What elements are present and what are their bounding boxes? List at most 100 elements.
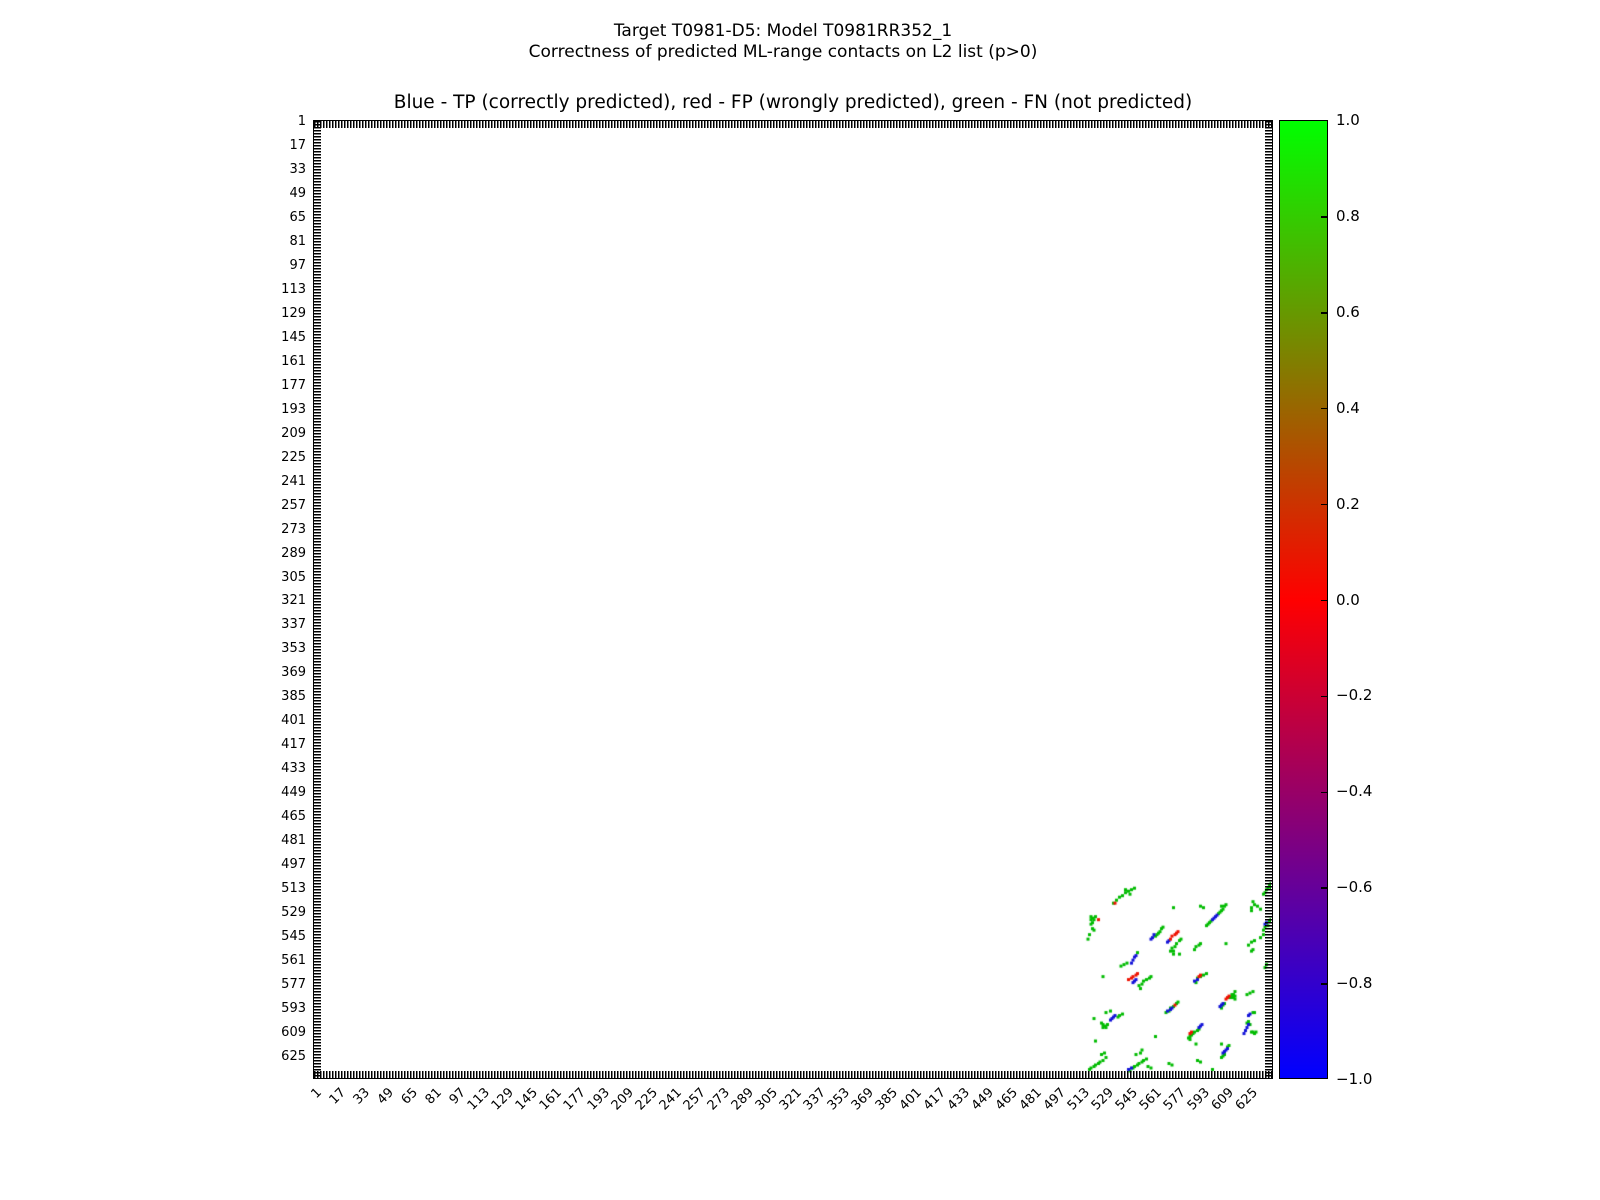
- y-tick-label: 337: [281, 617, 306, 633]
- y-tick-label: 321: [281, 593, 306, 609]
- x-tick-label: 257: [680, 1085, 709, 1114]
- x-tick-label: 49: [374, 1085, 397, 1108]
- colorbar-gradient: [1279, 120, 1328, 1079]
- x-tick-label: 161: [536, 1085, 565, 1114]
- colorbar-tick-mark: [1321, 216, 1327, 218]
- x-tick-label: 129: [488, 1085, 517, 1114]
- y-tick-label: 385: [281, 689, 306, 705]
- y-tick-label: 529: [281, 905, 306, 921]
- x-tick-label: 449: [968, 1085, 997, 1114]
- x-tick-label: 209: [608, 1085, 637, 1114]
- x-tick-label: 513: [1064, 1085, 1093, 1114]
- y-tick-label: 289: [281, 545, 306, 561]
- y-tick-label: 129: [281, 305, 306, 321]
- y-tick-label: 209: [281, 425, 306, 441]
- colorbar-tick-mark: [1321, 887, 1327, 889]
- plot-area: [313, 120, 1273, 1079]
- y-tick-label: 65: [289, 209, 306, 225]
- x-tick-label: 545: [1112, 1085, 1141, 1114]
- x-tick-label: 321: [776, 1085, 805, 1114]
- figure-title: Target T0981-D5: Model T0981RR352_1 Corr…: [529, 21, 1038, 63]
- x-tick-label: 481: [1016, 1085, 1045, 1114]
- y-tick-label: 193: [281, 401, 306, 417]
- x-tick-label: 273: [704, 1085, 733, 1114]
- x-tick-label: 65: [398, 1085, 421, 1108]
- y-tick-label: 369: [281, 665, 306, 681]
- y-tick-label: 33: [289, 161, 306, 177]
- x-tick-label: 193: [584, 1085, 613, 1114]
- x-tick-label: 145: [512, 1085, 541, 1114]
- y-tick-label: 305: [281, 569, 306, 585]
- y-tick-label: 161: [281, 353, 306, 369]
- y-tick-label: 257: [281, 497, 306, 513]
- scatter-canvas: [314, 121, 1271, 1077]
- y-tick-label: 49: [289, 185, 306, 201]
- colorbar-tick-label: 0.6: [1336, 302, 1360, 321]
- colorbar-tick-mark: [1321, 312, 1327, 314]
- colorbar-tick-mark: [1321, 983, 1327, 985]
- y-tick-label: 273: [281, 521, 306, 537]
- x-tick-label: 113: [464, 1085, 493, 1114]
- x-tick-label: 385: [872, 1085, 901, 1114]
- colorbar-tick-label: 1.0: [1336, 111, 1360, 129]
- y-tick-label: 465: [281, 809, 306, 825]
- y-tick-label: 593: [281, 1001, 306, 1017]
- y-tick-label: 145: [281, 329, 306, 345]
- colorbar-tick-mark: [1321, 599, 1327, 602]
- y-tick-label: 113: [281, 281, 306, 297]
- y-tick-label: 497: [281, 857, 306, 873]
- y-tick-label: 225: [281, 449, 306, 465]
- figure-title-line1: Target T0981-D5: Model T0981RR352_1: [613, 21, 953, 41]
- colorbar-tick-label: −0.6: [1336, 878, 1373, 897]
- colorbar-tick-label: 0.8: [1336, 206, 1360, 225]
- x-tick-label: 289: [728, 1085, 757, 1114]
- y-tick-label: 177: [281, 377, 306, 393]
- y-tick-label: 353: [281, 641, 306, 657]
- y-tick-label: 1: [297, 113, 306, 129]
- x-tick-label: 577: [1160, 1085, 1189, 1114]
- x-tick-label: 305: [752, 1085, 781, 1114]
- x-tick-label: 1: [307, 1085, 325, 1102]
- colorbar-tick-label: 0.0: [1336, 590, 1360, 609]
- x-tick-label: 401: [896, 1085, 925, 1114]
- x-tick-label: 593: [1184, 1085, 1213, 1114]
- y-tick-label: 513: [281, 881, 306, 897]
- x-tick-label: 609: [1208, 1085, 1237, 1114]
- x-tick-label: 561: [1136, 1085, 1165, 1114]
- y-tick-label: 577: [281, 977, 306, 993]
- x-tick-label: 353: [824, 1085, 853, 1114]
- colorbar-tick-mark: [1321, 407, 1327, 410]
- y-tick-label: 401: [281, 713, 306, 729]
- x-tick-label: 417: [920, 1085, 949, 1114]
- colorbar-tick-label: 0.2: [1336, 494, 1360, 513]
- y-tick-label: 625: [281, 1049, 306, 1065]
- x-tick-label: 529: [1088, 1085, 1117, 1114]
- colorbar-tick-mark: [1321, 503, 1327, 506]
- figure-title-line2: Correctness of predicted ML-range contac…: [528, 42, 1038, 62]
- axes-legend-title: Blue - TP (correctly predicted), red - F…: [393, 92, 1193, 113]
- x-tick-label: 241: [656, 1085, 685, 1114]
- y-tick-label: 17: [289, 137, 306, 153]
- x-tick-label: 177: [560, 1085, 589, 1114]
- y-tick-label: 97: [289, 257, 306, 273]
- colorbar-tick-label: −0.8: [1336, 974, 1373, 993]
- colorbar-tick-label: −1.0: [1336, 1070, 1373, 1088]
- colorbar-tick-mark: [1321, 791, 1327, 794]
- y-tick-label: 481: [281, 833, 306, 849]
- colorbar-tick-label: −0.2: [1336, 686, 1373, 705]
- x-tick-label: 17: [326, 1085, 349, 1108]
- y-tick-label: 609: [281, 1025, 306, 1041]
- x-tick-label: 81: [422, 1085, 445, 1108]
- x-tick-label: 625: [1232, 1085, 1261, 1114]
- x-tick-label: 369: [848, 1085, 877, 1114]
- y-tick-label: 545: [281, 929, 306, 945]
- y-tick-label: 561: [281, 953, 306, 969]
- y-tick-label: 81: [289, 233, 306, 249]
- y-tick-label: 433: [281, 761, 306, 777]
- x-tick-label: 33: [350, 1085, 373, 1108]
- x-tick-label: 465: [992, 1085, 1021, 1114]
- x-tick-label: 97: [446, 1085, 469, 1108]
- colorbar-tick-label: 0.4: [1336, 398, 1360, 417]
- y-tick-label: 241: [281, 473, 306, 489]
